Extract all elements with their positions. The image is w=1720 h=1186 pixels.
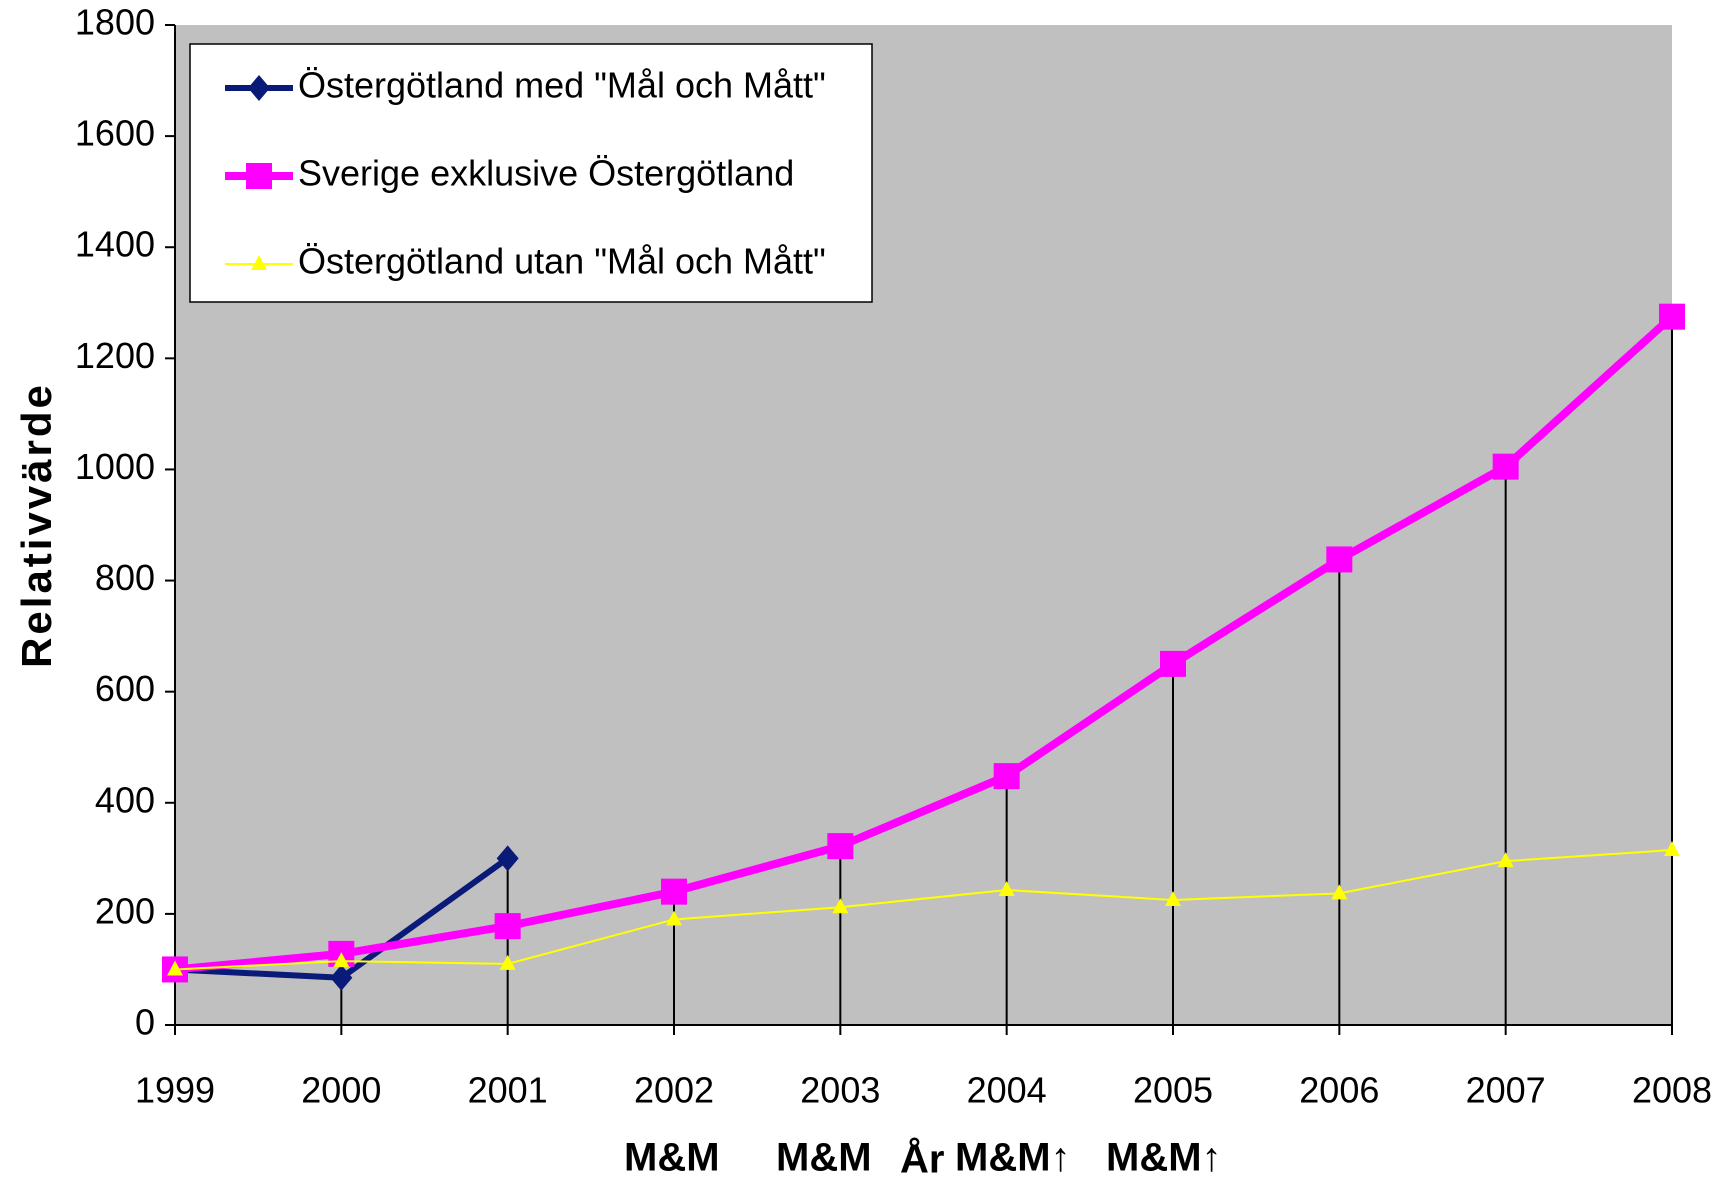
x-tick-label: 1999	[135, 1070, 215, 1111]
y-tick-label: 200	[95, 890, 155, 931]
marker	[1659, 303, 1685, 330]
marker	[827, 833, 854, 860]
marker	[330, 964, 353, 991]
y-tick-label: 600	[95, 668, 155, 709]
marker	[832, 898, 849, 914]
marker	[167, 960, 183, 976]
marker	[1326, 546, 1353, 573]
marker	[1331, 884, 1348, 900]
x-tick-label: 2008	[1632, 1070, 1712, 1111]
y-tick-label: 1400	[75, 224, 155, 265]
marker	[496, 845, 519, 872]
x-tick-label: 2006	[1299, 1070, 1379, 1111]
marker	[494, 913, 521, 940]
legend-label: Östergötland utan "Mål och Mått"	[298, 241, 826, 282]
x-tick-label: 2003	[800, 1070, 880, 1111]
y-axis-label: Relativvärde	[13, 382, 60, 668]
annotation: M&M↑	[1106, 1136, 1222, 1180]
marker	[661, 878, 687, 905]
x-axis-label: År	[900, 1137, 944, 1182]
x-tick-label: 2005	[1133, 1070, 1213, 1111]
x-tick-label: 2002	[634, 1070, 714, 1111]
annotation: M&M↑	[955, 1136, 1071, 1180]
y-tick-label: 1600	[75, 113, 155, 154]
x-tick-label: 2000	[301, 1070, 381, 1111]
x-tick-label: 2007	[1466, 1070, 1546, 1111]
annotation: M&M	[624, 1136, 720, 1180]
marker	[1160, 650, 1186, 677]
legend-marker	[251, 255, 267, 270]
marker	[333, 952, 350, 968]
legend: Östergötland med "Mål och Mått" Sverige e…	[189, 43, 873, 303]
annotation: M&M	[776, 1136, 872, 1180]
y-tick-label: 400	[95, 779, 155, 820]
marker	[1165, 891, 1181, 906]
legend-label: Sverige exklusive Östergötland	[298, 153, 794, 194]
marker	[1497, 852, 1514, 868]
y-tick-label: 800	[95, 557, 155, 598]
marker	[666, 910, 682, 926]
x-tick-label: 2001	[468, 1070, 548, 1111]
y-tick-label: 1800	[75, 2, 155, 43]
y-tick-label: 1000	[75, 446, 155, 487]
legend-marker	[248, 75, 270, 101]
series-line	[174, 313, 1675, 974]
legend-box	[189, 43, 873, 303]
series-line	[174, 849, 1673, 971]
y-tick-label: 0	[135, 1002, 155, 1043]
x-tick-label: 2004	[967, 1070, 1047, 1111]
marker	[998, 881, 1015, 896]
marker	[993, 763, 1020, 790]
legend-marker	[246, 163, 272, 189]
marker	[1664, 841, 1680, 856]
y-tick-label: 1200	[75, 335, 155, 376]
marker	[1492, 453, 1519, 480]
legend-label: Östergötland med "Mål och Mått"	[298, 65, 826, 106]
marker	[499, 954, 516, 970]
